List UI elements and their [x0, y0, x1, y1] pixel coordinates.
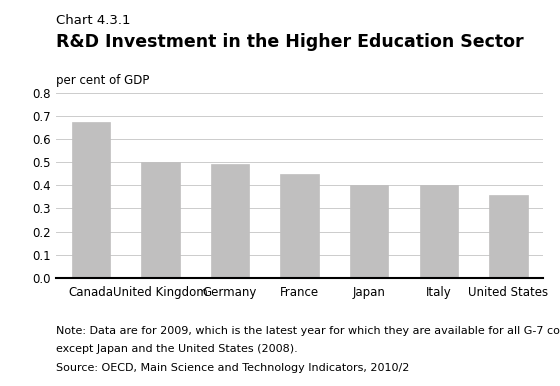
Text: Chart 4.3.1: Chart 4.3.1	[56, 14, 130, 27]
Bar	[419, 185, 458, 278]
Bar	[141, 162, 180, 278]
Bar	[350, 185, 388, 278]
Text: Note: Data are for 2009, which is the latest year for which they are available f: Note: Data are for 2009, which is the la…	[56, 326, 560, 336]
Bar	[489, 195, 528, 278]
Text: except Japan and the United States (2008).: except Japan and the United States (2008…	[56, 344, 298, 354]
Bar	[211, 164, 249, 278]
Text: R&D Investment in the Higher Education Sector: R&D Investment in the Higher Education S…	[56, 33, 524, 51]
Bar	[72, 122, 110, 278]
Text: Source: OECD, Main Science and Technology Indicators, 2010/2: Source: OECD, Main Science and Technolog…	[56, 363, 409, 373]
Bar	[281, 174, 319, 278]
Text: per cent of GDP: per cent of GDP	[56, 74, 150, 87]
